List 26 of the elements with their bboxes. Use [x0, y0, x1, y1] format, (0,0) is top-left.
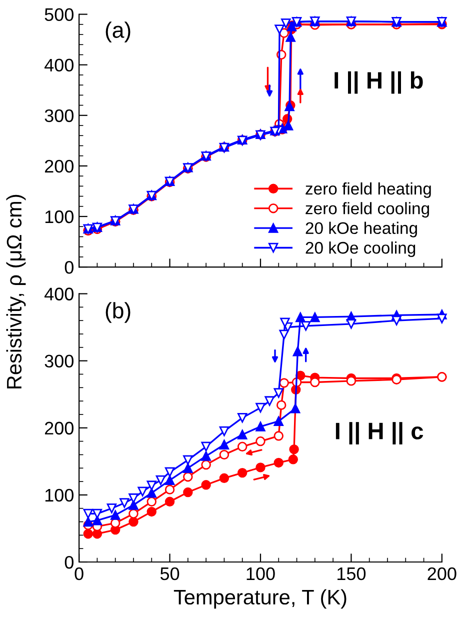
y-tick-label: 0 [64, 556, 74, 569]
y-tick-label: 300 [44, 354, 74, 368]
x-tick-label: 100 [246, 567, 275, 580]
x-axis-title: Temperature, T (K) [174, 589, 346, 609]
y-tick-label: 400 [44, 288, 74, 300]
x-tick-label: 150 [338, 567, 366, 580]
y-tick-label: 500 [44, 8, 74, 22]
y-tick-label: 400 [44, 58, 74, 72]
y-tick-label: 100 [45, 210, 74, 224]
annotation: (b) [106, 302, 130, 323]
annotation: (a) [106, 22, 130, 42]
y-axis-title: Resistivity, ρ (μΩ cm) [6, 194, 26, 388]
legend-label: zero field heating [306, 182, 431, 198]
y-tick-label: 200 [44, 422, 74, 435]
annotation: I || H || c [336, 422, 424, 444]
legend-label: zero field cooling [306, 202, 429, 218]
y-tick-label: 200 [44, 160, 74, 173]
x-tick-label: 200 [428, 567, 456, 580]
x-tick-label: 0 [74, 567, 84, 580]
annotation: I || H || b [334, 71, 423, 94]
y-tick-label: 0 [64, 260, 74, 274]
legend-label: 20 kOe heating [306, 222, 417, 238]
y-tick-label: 300 [44, 109, 74, 122]
y-tick-label: 100 [45, 488, 74, 502]
x-tick-label: 50 [160, 567, 180, 580]
legend-label: 20 kOe cooling [306, 241, 416, 258]
